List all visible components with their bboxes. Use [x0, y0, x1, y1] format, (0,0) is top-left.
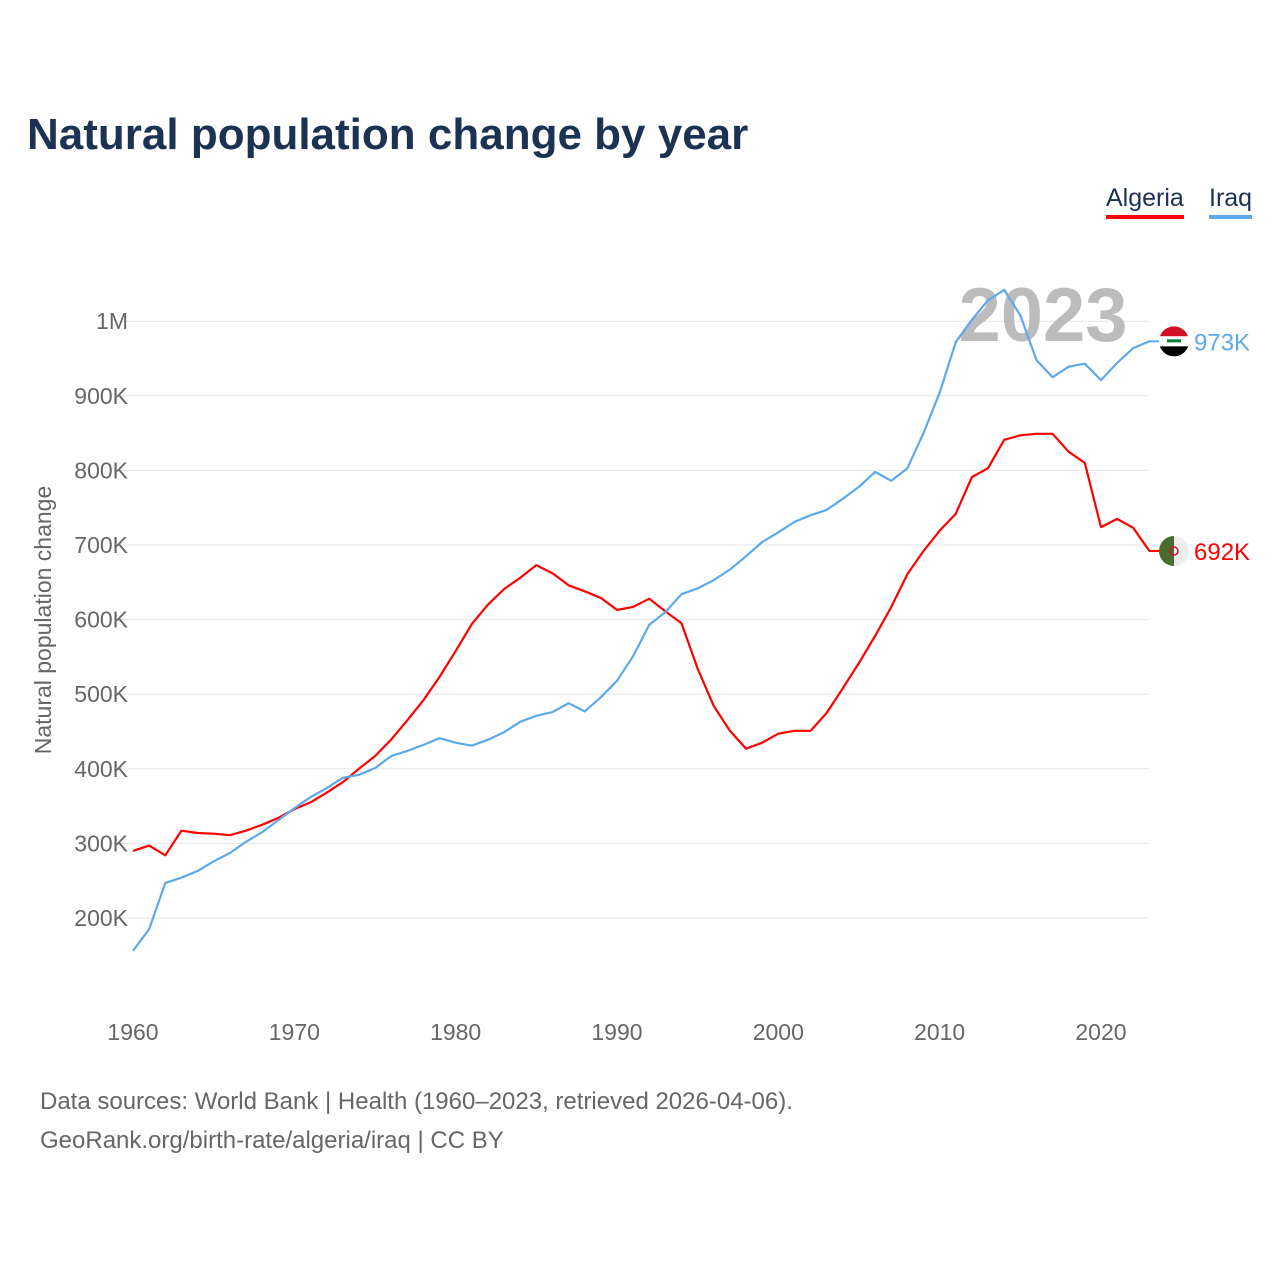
flag-algeria-icon	[1169, 546, 1179, 556]
x-tick-label: 2010	[914, 1019, 965, 1045]
y-tick-label: 200K	[74, 905, 128, 931]
y-axis-label: Natural population change	[30, 486, 56, 755]
end-value-label: 692K	[1194, 539, 1250, 566]
year-watermark: 2023	[958, 273, 1127, 358]
y-tick-label: 800K	[74, 457, 128, 483]
flag-iraq-icon	[1167, 339, 1181, 343]
x-tick-label: 1980	[430, 1019, 481, 1045]
series-line-iraq	[132, 288, 1150, 952]
y-tick-label: 400K	[74, 756, 128, 782]
x-tick-label: 1960	[107, 1019, 158, 1045]
x-tick-label: 1970	[269, 1019, 320, 1045]
y-tick-label: 300K	[74, 830, 128, 856]
legend-item-iraq[interactable]: Iraq	[1209, 184, 1253, 219]
end-value-label: 973K	[1194, 329, 1250, 356]
footer-link[interactable]: GeoRank.org/birth-rate/algeria/iraq | CC…	[40, 1127, 504, 1154]
x-tick-label: 2000	[753, 1019, 804, 1045]
footer-sources: Data sources: World Bank | Health (1960–…	[40, 1088, 793, 1115]
x-tick-label: 2020	[1075, 1019, 1126, 1045]
chart-title: Natural population change by year	[27, 110, 749, 159]
flag-iraq-icon	[1159, 346, 1189, 357]
legend-item-algeria[interactable]: Algeria	[1106, 184, 1184, 219]
y-tick-label: 1M	[96, 308, 128, 334]
x-tick-label: 1990	[591, 1019, 642, 1045]
series-line-algeria	[132, 432, 1151, 857]
flag-algeria-icon	[1174, 535, 1189, 566]
y-tick-label: 600K	[74, 607, 128, 633]
y-tick-label: 900K	[74, 383, 128, 409]
y-tick-label: 500K	[74, 681, 128, 707]
flag-algeria-icon	[1159, 535, 1174, 566]
flag-iraq-icon	[1159, 326, 1189, 337]
y-tick-label: 700K	[74, 532, 128, 558]
